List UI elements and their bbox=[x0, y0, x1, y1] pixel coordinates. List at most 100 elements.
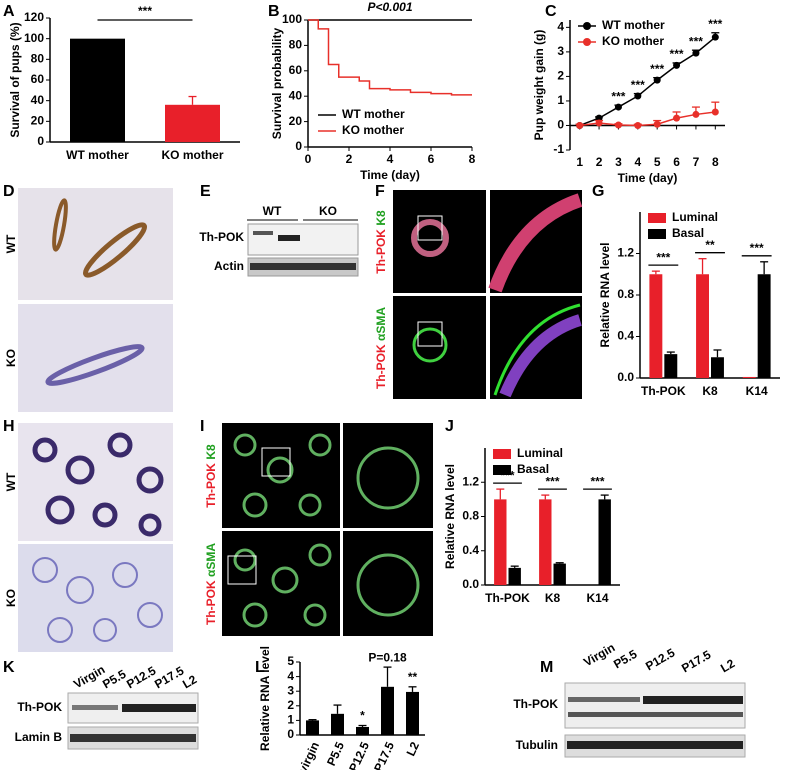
x-tick-label: P12.5 bbox=[346, 739, 372, 770]
x-tick-label: P5.5 bbox=[324, 739, 347, 768]
marker bbox=[673, 114, 681, 122]
panel-letter: E bbox=[200, 183, 211, 200]
duct bbox=[488, 193, 583, 293]
row-label: Actin bbox=[214, 259, 244, 273]
stain: Th-POK bbox=[374, 344, 388, 389]
stain: Th-POK bbox=[374, 229, 388, 274]
x-tick-label: K14 bbox=[746, 384, 768, 398]
duct bbox=[52, 198, 68, 252]
micrograph bbox=[343, 423, 433, 528]
duct bbox=[499, 314, 582, 398]
marker bbox=[711, 33, 719, 41]
y-tick-label: 100 bbox=[24, 31, 44, 45]
legend-marker bbox=[583, 22, 591, 30]
band bbox=[568, 712, 743, 717]
x-axis-label: Time (day) bbox=[618, 171, 678, 185]
annotation: *** bbox=[590, 474, 604, 488]
lane-label: Virgin bbox=[581, 640, 617, 669]
row-label: Th-POK αSMA bbox=[204, 543, 218, 625]
marker bbox=[634, 121, 642, 129]
legend-swatch bbox=[648, 213, 666, 223]
band bbox=[567, 741, 743, 749]
marker bbox=[673, 61, 681, 69]
y-axis-label: Survival of pups (%) bbox=[8, 22, 22, 137]
x-tick-label: 6 bbox=[673, 155, 680, 169]
panel-letter: B bbox=[268, 3, 280, 20]
legend-label: KO mother bbox=[342, 123, 404, 137]
bar bbox=[757, 274, 771, 378]
annotation: *** bbox=[750, 241, 764, 255]
y-tick-label: 20 bbox=[31, 114, 45, 128]
row-label: Th-POK αSMA bbox=[374, 307, 388, 389]
marker bbox=[711, 108, 719, 116]
y-tick-label: 0 bbox=[37, 134, 44, 148]
duct bbox=[493, 303, 581, 396]
panel-letter: L bbox=[255, 659, 265, 676]
band bbox=[643, 696, 743, 704]
stain: αSMA bbox=[204, 543, 218, 577]
panel-letter: K bbox=[3, 659, 15, 676]
x-tick-label: 8 bbox=[469, 152, 476, 166]
y-tick-label: 3 bbox=[287, 683, 294, 697]
legend-swatch bbox=[493, 449, 511, 459]
annotation: ** bbox=[705, 238, 715, 252]
row-label: Th-POK K8 bbox=[374, 210, 388, 274]
x-tick-label: KO mother bbox=[161, 148, 223, 162]
x-tick-label: virgin bbox=[296, 740, 322, 770]
x-tick-label: P17.5 bbox=[371, 739, 397, 770]
micrograph bbox=[393, 190, 486, 293]
bar bbox=[331, 713, 344, 735]
duct bbox=[82, 222, 148, 278]
legend-label: Basal bbox=[517, 462, 549, 476]
marker bbox=[634, 92, 642, 100]
marker bbox=[614, 103, 622, 111]
y-tick-label: 0 bbox=[295, 139, 302, 153]
stain: αSMA bbox=[374, 307, 388, 341]
panel-letter: F bbox=[375, 183, 385, 200]
annotation: *** bbox=[500, 468, 514, 482]
x-axis-label: Time (day) bbox=[360, 168, 420, 182]
y-axis-label: Relative RNA level bbox=[598, 243, 612, 348]
marker bbox=[595, 119, 603, 127]
annotation: *** bbox=[631, 78, 645, 92]
micrograph bbox=[343, 531, 433, 636]
annotation: P=0.18 bbox=[368, 650, 407, 664]
y-tick-label: 0.4 bbox=[462, 543, 479, 557]
band bbox=[253, 231, 273, 235]
y-tick-label: 1 bbox=[557, 93, 564, 107]
band bbox=[70, 734, 196, 742]
lane-label: L2 bbox=[180, 672, 199, 691]
row-label: Tubulin bbox=[516, 738, 558, 752]
stain: Th-POK bbox=[204, 463, 218, 508]
row-label: Th-POK bbox=[17, 700, 62, 714]
bar bbox=[70, 38, 125, 142]
y-tick-label: 1.2 bbox=[617, 246, 634, 260]
band bbox=[72, 705, 118, 710]
row-label: Th-POK bbox=[513, 697, 558, 711]
x-tick-label: 4 bbox=[634, 155, 641, 169]
inset-box bbox=[227, 555, 257, 585]
annotation: *** bbox=[650, 62, 664, 76]
y-tick-label: 60 bbox=[289, 63, 303, 77]
y-tick-label: 3 bbox=[557, 44, 564, 58]
y-tick-label: 60 bbox=[31, 72, 45, 86]
bar bbox=[711, 357, 724, 378]
y-axis-label: Relative RNA level bbox=[443, 464, 457, 569]
bar bbox=[649, 274, 663, 378]
panel-letter: I bbox=[200, 418, 204, 435]
x-tick-label: 4 bbox=[387, 152, 394, 166]
panel-letter: D bbox=[3, 183, 15, 200]
blot bbox=[247, 223, 359, 256]
row-label: WT bbox=[4, 234, 18, 253]
duct bbox=[411, 219, 449, 257]
annotation: *** bbox=[545, 474, 559, 488]
marker bbox=[692, 49, 700, 57]
micrograph bbox=[393, 296, 486, 399]
legend-label: Basal bbox=[672, 226, 704, 240]
inset-box bbox=[261, 447, 291, 477]
bar bbox=[696, 274, 709, 378]
stain: Th-POK bbox=[204, 580, 218, 625]
y-tick-label: 2 bbox=[557, 69, 564, 83]
x-tick-label: 6 bbox=[428, 152, 435, 166]
legend-marker bbox=[583, 38, 591, 46]
